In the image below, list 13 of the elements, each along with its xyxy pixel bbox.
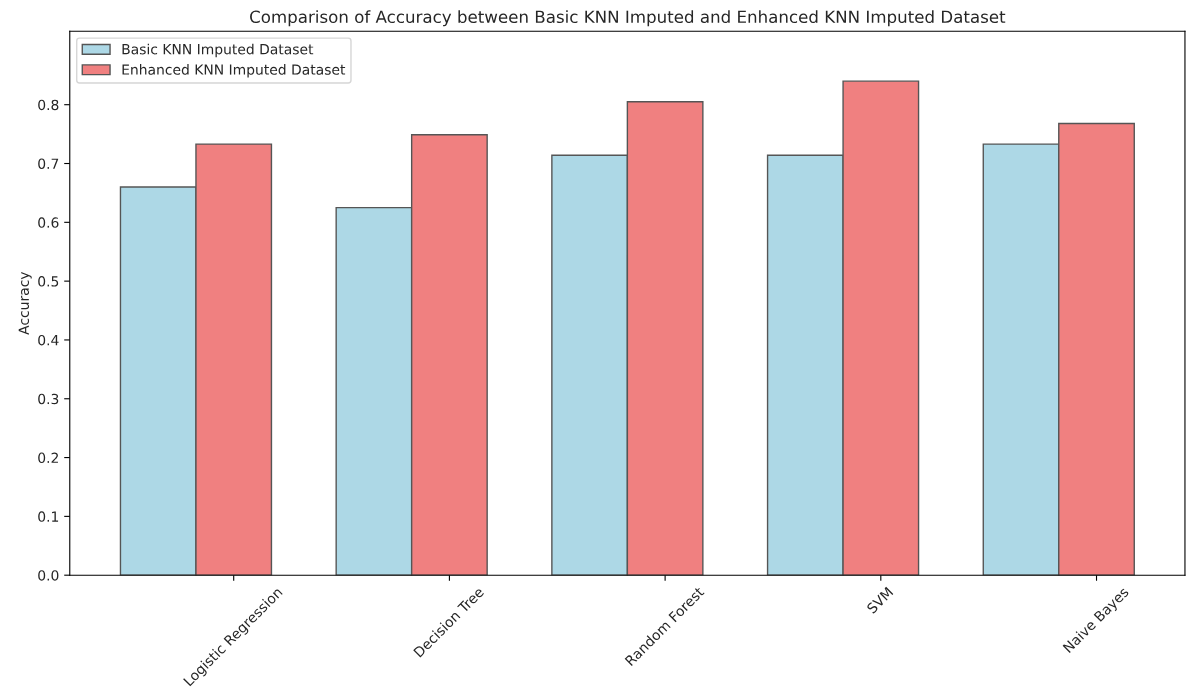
- y-tick-label: 0.7: [38, 158, 59, 169]
- y-tick-label: 0.0: [38, 570, 59, 581]
- legend-label: Enhanced KNN Imputed Dataset: [122, 64, 346, 78]
- y-tick-label: 0.3: [38, 393, 59, 405]
- y-tick-label: 0.8: [38, 99, 59, 111]
- y-tick-label: 0.5: [38, 276, 59, 287]
- y-tick-label: 0.6: [38, 217, 59, 228]
- y-tick-label: 0.4: [38, 334, 59, 346]
- chart-title: Comparison of Accuracy between Basic KNN Imputed and Enhanced KNN Imputed Dataset: [250, 10, 1006, 27]
- y-tick-label: 0.1: [38, 511, 59, 522]
- y-axis-title: Accuracy: [18, 271, 32, 335]
- y-tick-label: 0.2: [38, 452, 58, 464]
- legend-label: Basic KNN Imputed Dataset: [122, 43, 314, 58]
